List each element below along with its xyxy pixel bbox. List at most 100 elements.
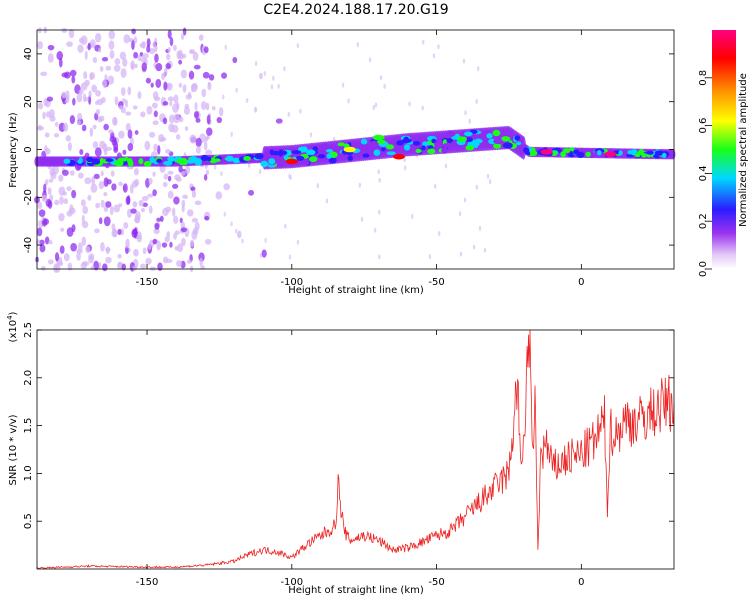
spectrogram-noise-cell bbox=[125, 238, 130, 249]
spectrogram-noise-cell bbox=[95, 109, 101, 116]
spectrogram-noise-cell bbox=[411, 213, 414, 219]
spectrogram-noise-cell bbox=[105, 65, 112, 71]
spectrogram-peak bbox=[285, 158, 298, 165]
spectrogram-noise-cell bbox=[148, 177, 153, 185]
spectrogram-band-cell bbox=[360, 138, 368, 145]
spectrogram-noise-cell bbox=[36, 227, 43, 237]
spectrogram-noise-cell bbox=[118, 203, 123, 208]
spectrogram-noise-cell bbox=[202, 71, 210, 79]
spectrogram-noise-cell bbox=[223, 183, 231, 191]
spectrogram-noise-cell bbox=[162, 256, 169, 264]
spectrogram-noise-cell bbox=[44, 178, 49, 186]
spectrogram-noise-cell bbox=[173, 113, 181, 124]
spectrogram-band-cell bbox=[514, 135, 521, 141]
spectrogram-noise-cell bbox=[213, 164, 217, 170]
spectrogram-noise-cell bbox=[204, 215, 210, 221]
spectrogram-noise-cell bbox=[94, 147, 102, 157]
spectrogram-noise-cell bbox=[113, 64, 121, 72]
spectrogram-noise-cell bbox=[189, 134, 197, 144]
spectrogram-noise-cell bbox=[192, 83, 198, 90]
spectrogram-noise-cell bbox=[203, 46, 209, 54]
spectrogram-noise-cell bbox=[211, 106, 216, 111]
spectrogram-noise-cell bbox=[168, 114, 175, 124]
spectrogram-noise-cell bbox=[47, 53, 54, 63]
spectrogram-band-cell bbox=[328, 157, 337, 164]
spectrogram-noise-cell bbox=[109, 205, 114, 216]
spectrogram-noise-cell bbox=[182, 27, 187, 36]
spectrogram-noise-cell bbox=[182, 194, 189, 200]
spectrogram-band-cell bbox=[463, 131, 473, 137]
spectrogram-noise-cell bbox=[433, 183, 437, 189]
spectrogram-noise-cell bbox=[149, 131, 156, 138]
spectrogram-y-tick-label: 20 bbox=[23, 95, 34, 108]
spectrogram-noise-cell bbox=[37, 201, 43, 210]
spectrogram-band-cell bbox=[305, 149, 316, 156]
spectrogram-noise-cell bbox=[193, 227, 199, 235]
spectrogram-band-cell bbox=[370, 140, 379, 146]
spectrogram-noise-cell bbox=[165, 62, 171, 70]
spectrogram-band-cell bbox=[269, 149, 274, 156]
spectrogram-band-cell bbox=[373, 149, 381, 156]
spectrogram-noise-cell bbox=[39, 239, 45, 245]
spectrogram-noise-cell bbox=[105, 201, 112, 208]
spectrogram-noise-cell bbox=[93, 173, 100, 180]
spectrogram-band-cell bbox=[167, 156, 175, 162]
spectrogram-noise-cell bbox=[347, 98, 350, 104]
spectrogram-noise-cell bbox=[167, 96, 174, 102]
spectrogram-noise-cell bbox=[58, 57, 63, 68]
spectrogram-noise-cell bbox=[81, 220, 89, 229]
spectrogram-noise-cell bbox=[177, 49, 183, 58]
spectrogram-noise-cell bbox=[159, 215, 164, 222]
spectrogram-noise-cell bbox=[241, 238, 244, 244]
spectrogram-band-cell bbox=[442, 143, 452, 148]
spectrogram-noise-cell bbox=[134, 178, 140, 187]
spectrogram-noise-cell bbox=[230, 221, 233, 227]
spectrogram-noise-cell bbox=[138, 199, 144, 207]
spectrogram-noise-cell bbox=[76, 252, 81, 261]
spectrogram-band-cell bbox=[91, 159, 100, 165]
spectrogram-noise-cell bbox=[59, 196, 64, 205]
spectrogram-noise-cell bbox=[333, 136, 336, 142]
spectrogram-noise-cell bbox=[39, 244, 46, 253]
spectrogram-noise-cell bbox=[80, 262, 87, 270]
spectrogram-noise-cell bbox=[44, 148, 51, 155]
spectrogram-noise-cell bbox=[175, 134, 181, 140]
spectrogram-noise-cell bbox=[97, 116, 103, 123]
spectrogram-noise-cell bbox=[77, 44, 84, 53]
spectrogram-noise-cell bbox=[66, 41, 73, 47]
spectrogram-noise-cell bbox=[54, 252, 60, 262]
spectrogram-noise-cell bbox=[205, 169, 210, 176]
spectrogram-noise-cell bbox=[133, 227, 138, 236]
spectrogram-band-cell bbox=[254, 153, 264, 160]
spectrogram-noise-cell bbox=[377, 169, 380, 175]
spectrogram-y-tick-label: -40 bbox=[23, 237, 34, 253]
spectrogram-noise-cell bbox=[261, 249, 267, 258]
spectrogram-noise-cell bbox=[120, 68, 127, 78]
spectrogram-noise-cell bbox=[137, 55, 142, 62]
spectrogram-noise-cell bbox=[119, 51, 127, 60]
snr-x-tick-label: -150 bbox=[136, 577, 159, 588]
spectrogram-band-cell bbox=[585, 151, 591, 158]
spectrogram-noise-cell bbox=[152, 41, 157, 48]
colorbar-ticks: 0.0 0.2 0.4 0.6 0.8 bbox=[698, 70, 712, 277]
spectrogram-noise-cell bbox=[152, 120, 159, 126]
spectrogram-noise-cell bbox=[183, 106, 191, 115]
spectrogram-y-tick-label: 0 bbox=[23, 146, 34, 152]
spectrogram-noise-cell bbox=[167, 190, 174, 199]
spectrogram-noise-cell bbox=[193, 64, 201, 70]
spectrogram-noise-cell bbox=[163, 81, 168, 91]
spectrogram-noise-cell bbox=[40, 266, 46, 271]
spectrogram-noise-cell bbox=[132, 265, 137, 271]
spectrogram-band-cell bbox=[302, 159, 310, 166]
spectrogram-noise-cell bbox=[85, 245, 91, 254]
spectrogram-band-cell bbox=[670, 149, 676, 160]
spectrogram-noise-cell bbox=[76, 120, 82, 126]
spectrogram-noise-cell bbox=[199, 257, 203, 267]
spectrogram-y-ticks: -40 -20 0 20 40 bbox=[23, 48, 674, 253]
spectrogram-band-cell bbox=[243, 156, 251, 161]
spectrogram-band-cell bbox=[185, 159, 196, 164]
spectrogram-noise-cell bbox=[182, 84, 187, 93]
spectrogram-noise-cell bbox=[110, 170, 115, 177]
colorbar-tick-label: 0.8 bbox=[698, 70, 709, 86]
spectrogram-noise-cell bbox=[483, 247, 487, 253]
